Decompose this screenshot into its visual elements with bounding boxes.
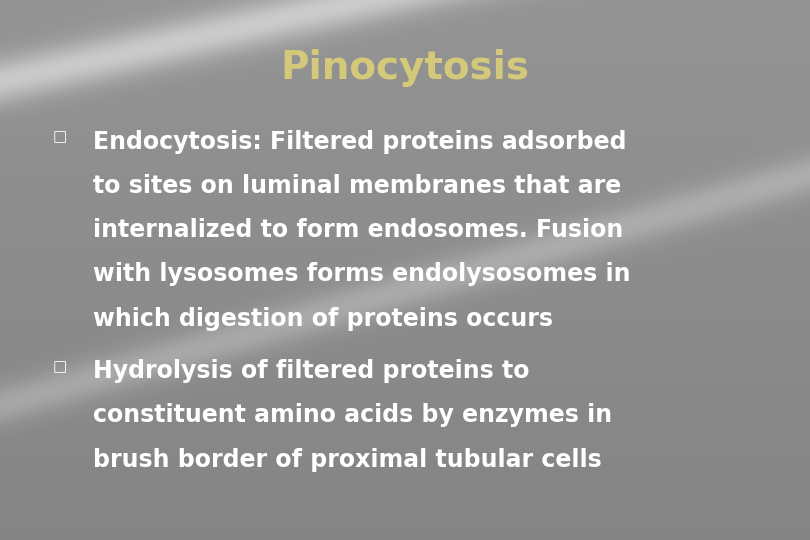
Text: constituent amino acids by enzymes in: constituent amino acids by enzymes in [93,403,612,427]
Text: with lysosomes forms endolysosomes in: with lysosomes forms endolysosomes in [93,262,631,286]
Text: □: □ [53,359,67,374]
Text: Hydrolysis of filtered proteins to: Hydrolysis of filtered proteins to [93,359,530,383]
Text: Pinocytosis: Pinocytosis [280,49,530,86]
Text: to sites on luminal membranes that are: to sites on luminal membranes that are [93,174,621,198]
Text: which digestion of proteins occurs: which digestion of proteins occurs [93,307,553,330]
Text: Endocytosis: Filtered proteins adsorbed: Endocytosis: Filtered proteins adsorbed [93,130,627,153]
Text: □: □ [53,130,67,145]
Text: brush border of proximal tubular cells: brush border of proximal tubular cells [93,448,602,471]
Text: internalized to form endosomes. Fusion: internalized to form endosomes. Fusion [93,218,624,242]
